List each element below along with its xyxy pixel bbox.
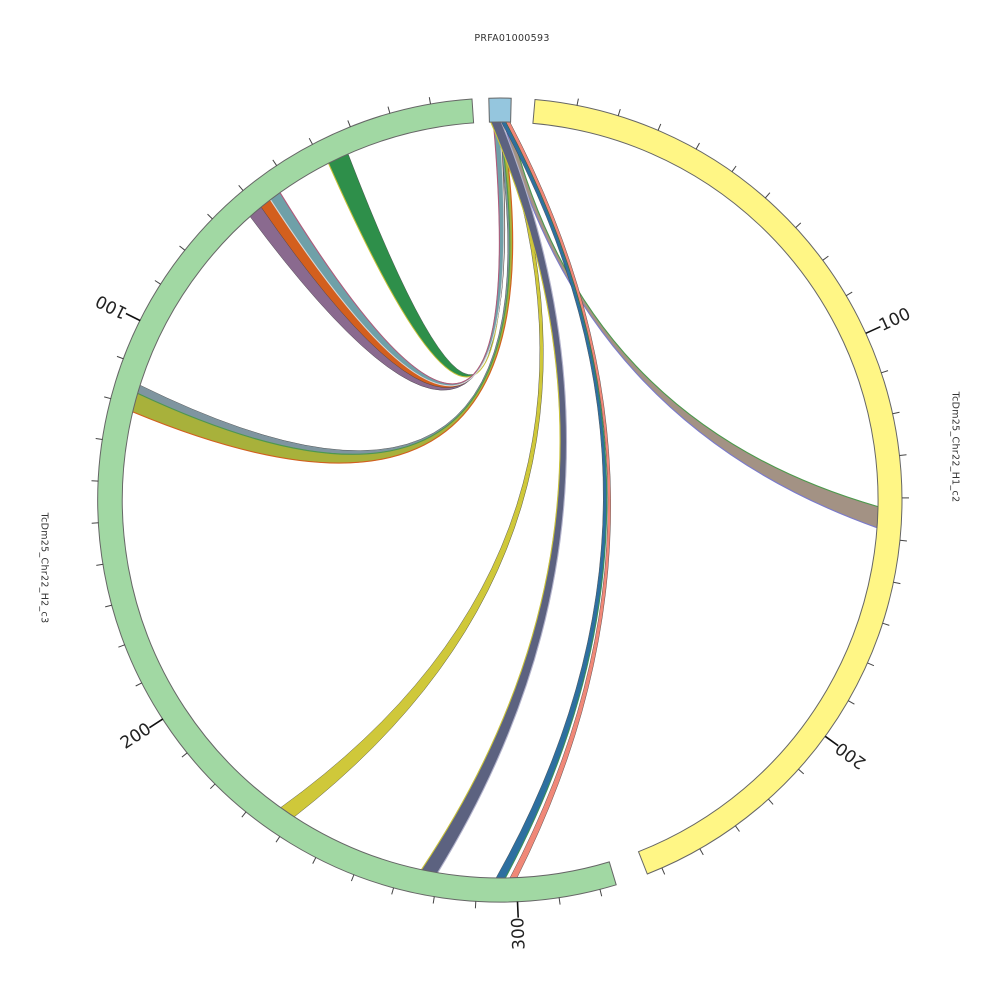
tick-h1-20 [824,735,839,747]
tick-h2-28 [432,896,435,904]
tick-h2-27 [391,887,395,895]
tick-h2-12 [104,396,112,400]
tick-h1-25 [661,867,666,875]
tick-h2-24 [275,836,281,843]
tick-h1-2 [617,108,621,116]
tick-h2-11 [116,355,124,360]
tick-h2-25 [312,857,317,864]
tick-h2-20 [148,718,164,729]
tick-h1-13 [899,454,907,456]
ribbon-edge-stripe [132,121,514,464]
tick-h2-7 [207,213,213,220]
tick-h2-1 [428,97,431,105]
segment-label-prfa: PRFA01000593 [474,33,549,44]
segment-label-h2: TcDm25_Chr22_H2_c3 [39,512,50,624]
tick-h2-22 [209,783,216,790]
tick-h2-21 [181,752,188,758]
tick-h2-30 [516,901,519,918]
tick-label-h2-100: 100 [93,290,131,322]
tick-h1-17 [882,622,890,626]
tick-label-h1-100: 100 [876,304,914,336]
tick-h2-10 [125,312,141,322]
ribbon-edge-stripe [509,121,879,508]
ribbon-edge-stripe [137,121,511,455]
tick-h1-21 [798,768,805,775]
segment-arc-h2 [97,98,617,903]
tick-h1-7 [795,222,802,228]
segment-labels: PRFA01000593 TcDm25_Chr22_H1_c2 TcDm25_C… [39,33,961,623]
tick-h1-23 [734,825,740,832]
tick-label-h2-200: 200 [117,719,155,753]
tick-h2-19 [135,682,143,687]
tick-h1-5 [731,165,737,172]
tick-label-h1-200: 200 [832,737,870,772]
tick-h2-13 [95,438,103,440]
tick-h2-8 [179,245,186,251]
link-ribbons [132,121,879,879]
tick-h1-16 [893,581,901,585]
ribbon-edge-stripe [269,121,505,387]
tick-h1-12 [892,411,900,415]
tick-labels: 100 200 100 200 300 [93,290,914,950]
ribbon-edge-stripe [503,121,878,529]
tick-h2-3 [347,120,351,128]
tick-h1-24 [699,848,704,856]
tick-h2-4 [308,137,313,145]
tick-marks [91,97,909,918]
tick-h1-3 [657,123,662,131]
tick-h2-6 [238,184,244,192]
tick-h2-2 [387,106,391,114]
tick-h2-32 [599,889,603,897]
ribbon-edge-stripe [279,122,500,385]
tick-h1-10 [865,325,881,335]
tick-h2-17 [105,604,113,608]
tick-h2-26 [350,874,355,882]
ribbon-edge-stripe [420,121,561,871]
segment-arc-h1 [532,98,903,875]
ribbon-edge-stripe [504,121,608,879]
segment-arc-prfa [488,97,512,123]
tick-h1-15 [899,539,907,542]
tick-h1-19 [848,700,855,705]
tick-h2-16 [96,563,104,566]
tick-h2-23 [241,811,247,818]
segment-label-h1: TcDm25_Chr22_H1_c2 [950,391,961,503]
tick-h2-18 [118,644,126,648]
tick-h1-8 [822,255,829,261]
tick-h2-9 [154,280,162,285]
segment-arcs [97,97,903,903]
tick-h1-4 [695,142,700,150]
tick-h1-6 [764,192,771,199]
ribbon-edge-stripe [437,121,568,874]
tick-h2-31 [558,897,561,905]
tick-label-h2-300: 300 [508,917,529,950]
tick-h1-9 [845,291,853,297]
tick-h2-5 [272,159,278,166]
tick-h1-22 [768,798,774,805]
tick-h1-11 [881,370,889,374]
tick-h1-18 [867,662,875,667]
tick-h1-1 [576,98,579,106]
